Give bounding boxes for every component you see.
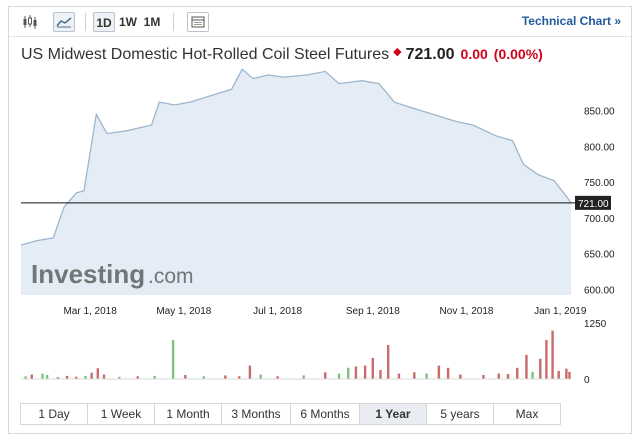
- x-tick-label: Sep 1, 2018: [346, 306, 400, 317]
- volume-bar: [248, 365, 252, 379]
- volume-bar: [363, 365, 367, 379]
- volume-bar: [184, 374, 187, 379]
- y-tick-label: 750.00: [584, 178, 615, 189]
- x-tick-label: Jan 1, 2019: [534, 306, 587, 317]
- volume-bar: [75, 376, 78, 379]
- price-area: [21, 69, 571, 295]
- volume-bar: [136, 376, 139, 379]
- volume-bar: [446, 367, 450, 379]
- current-price-label: 721.00: [578, 199, 609, 210]
- y-tick-label: 650.00: [584, 250, 615, 261]
- volume-bar: [90, 372, 93, 379]
- volume-bar: [276, 376, 279, 379]
- x-tick-label: May 1, 2018: [156, 306, 211, 317]
- investing-watermark: Investing .com: [31, 259, 194, 289]
- volume-bar: [482, 374, 485, 379]
- toolbar-divider: [85, 13, 86, 31]
- volume-bar: [397, 373, 401, 379]
- toolbar-divider: [173, 13, 174, 31]
- chart-widget: 1D 1W 1M Technical Chart » US Midwest Do…: [8, 6, 632, 434]
- calendar-icon[interactable]: [187, 12, 209, 32]
- volume-bar: [102, 374, 106, 379]
- volume-bar: [45, 374, 49, 379]
- price-change: 0.00: [460, 46, 488, 62]
- volume-bar: [354, 366, 358, 379]
- price-chart[interactable]: Investing .com 721.00 850.00 800.00 750.00…: [9, 7, 631, 397]
- volume-bar: [259, 374, 262, 379]
- current-price-tag: 721.00: [575, 195, 611, 210]
- last-price: 721.00: [405, 46, 455, 63]
- volume-bar: [41, 373, 44, 379]
- volume-bar: [347, 367, 350, 379]
- volume-bar: [337, 373, 341, 379]
- x-tick-label: Jul 1, 2018: [253, 306, 302, 317]
- volume-bar: [224, 375, 227, 379]
- volume-bar: [525, 354, 528, 379]
- y-tick-label: 850.00: [584, 107, 615, 118]
- range-button-1-day[interactable]: 1 Day: [20, 403, 88, 425]
- volume-bar: [516, 367, 519, 379]
- volume-bar: [237, 376, 241, 379]
- volume-bar: [565, 368, 568, 379]
- instrument-title: US Midwest Domestic Hot-Rolled Coil Stee…: [21, 46, 390, 63]
- range-button-3-months[interactable]: 3 Months: [221, 403, 291, 425]
- period-1w-button[interactable]: 1W: [119, 15, 137, 29]
- area-chart-icon[interactable]: [53, 12, 75, 32]
- price-change-pct: (0.00%): [493, 46, 543, 62]
- volume-bar: [202, 376, 206, 379]
- volume-bar: [24, 376, 27, 379]
- volume-bar: [497, 373, 500, 379]
- instrument-header: US Midwest Domestic Hot-Rolled Coil Stee…: [21, 45, 543, 64]
- volume-tick-label: 0: [584, 375, 590, 386]
- range-button-1-year[interactable]: 1 Year: [359, 403, 427, 425]
- period-1d-button[interactable]: 1D: [93, 12, 115, 32]
- volume-bar: [386, 344, 390, 379]
- volume-bar: [539, 358, 542, 379]
- volume-bar: [96, 368, 100, 379]
- volume-bar: [371, 357, 375, 379]
- chart-toolbar: 1D 1W 1M Technical Chart »: [9, 7, 631, 37]
- volume-bar: [506, 374, 510, 379]
- volume-bar: [437, 365, 441, 379]
- range-button-1-week[interactable]: 1 Week: [87, 403, 155, 425]
- x-tick-label: Nov 1, 2018: [440, 306, 494, 317]
- watermark-brand: Investing: [31, 259, 145, 289]
- volume-bar: [545, 340, 548, 379]
- volume-bar: [153, 375, 156, 379]
- range-button-1-month[interactable]: 1 Month: [154, 403, 222, 425]
- volume-bar: [323, 372, 327, 379]
- watermark-suffix: .com: [148, 265, 194, 288]
- range-selector: 1 Day 1 Week 1 Month 3 Months 6 Months 1 Year…: [20, 403, 561, 425]
- y-tick-label: 800.00: [584, 142, 615, 153]
- range-button-max[interactable]: Max: [493, 403, 561, 425]
- volume-bar: [425, 373, 428, 379]
- volume-bar: [459, 374, 462, 379]
- x-tick-label: Mar 1, 2018: [63, 306, 117, 317]
- down-diamond-icon: ◆: [393, 46, 402, 58]
- volume-bar: [557, 370, 560, 379]
- volume-bar: [413, 372, 416, 379]
- y-tick-label: 600.00: [584, 285, 615, 296]
- price-line: [20, 68, 572, 246]
- volume-tick-label: 1250: [584, 319, 607, 330]
- volume-bar: [302, 375, 305, 379]
- y-tick-label: 700.00: [584, 214, 615, 225]
- candlestick-icon[interactable]: [19, 12, 41, 32]
- volume-bar: [56, 377, 60, 379]
- range-button-6-months[interactable]: 6 Months: [290, 403, 360, 425]
- volume-bar: [30, 374, 33, 379]
- range-button-5-years[interactable]: 5 years: [426, 403, 494, 425]
- volume-bar: [118, 376, 121, 379]
- volume-bar: [551, 330, 554, 379]
- volume-bar: [171, 340, 175, 379]
- period-1m-button[interactable]: 1M: [143, 15, 161, 29]
- volume-bar: [531, 371, 534, 379]
- technical-chart-link[interactable]: Technical Chart »: [521, 14, 621, 28]
- volume-bar: [84, 375, 87, 379]
- volume-bar: [65, 375, 69, 379]
- volume-bar: [568, 371, 571, 379]
- volume-bar: [379, 370, 382, 379]
